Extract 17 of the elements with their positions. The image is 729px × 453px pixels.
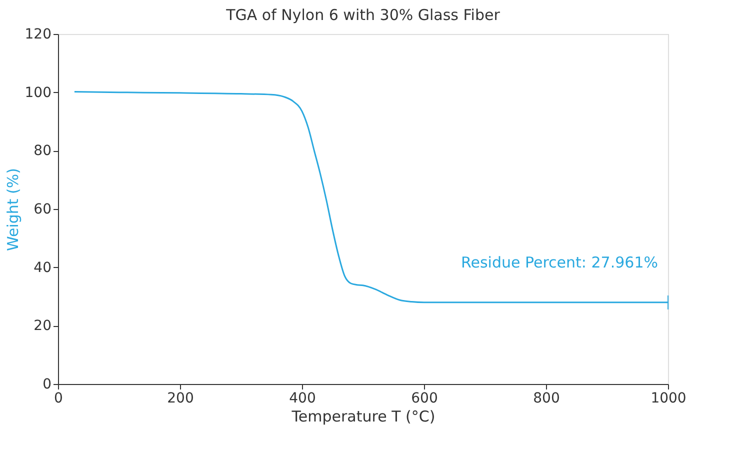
annotation: Residue Percent: 27.961% <box>461 253 658 272</box>
x-tick-label: 600 <box>411 390 438 406</box>
x-tick-label: 200 <box>167 390 194 406</box>
y-tick-label: 80 <box>34 143 52 160</box>
x-tick-label: 800 <box>533 390 560 406</box>
x-tick-label: 0 <box>54 390 63 406</box>
y-tick-label: 60 <box>34 202 52 218</box>
x-axis-title: Temperature T (°C) <box>290 408 436 426</box>
chart-title: TGA of Nylon 6 with 30% Glass Fiber <box>225 6 501 24</box>
y-tick-label: 40 <box>34 260 52 276</box>
y-axis-title: Weight (%) <box>4 168 22 251</box>
x-tick-label: 400 <box>289 390 316 406</box>
y-tick-label: 100 <box>24 84 52 101</box>
y-tick-label: 120 <box>24 26 52 42</box>
y-tick-label: 20 <box>34 318 52 334</box>
x-tick-label: 1000 <box>650 390 686 406</box>
y-tick-label: 0 <box>42 376 52 392</box>
